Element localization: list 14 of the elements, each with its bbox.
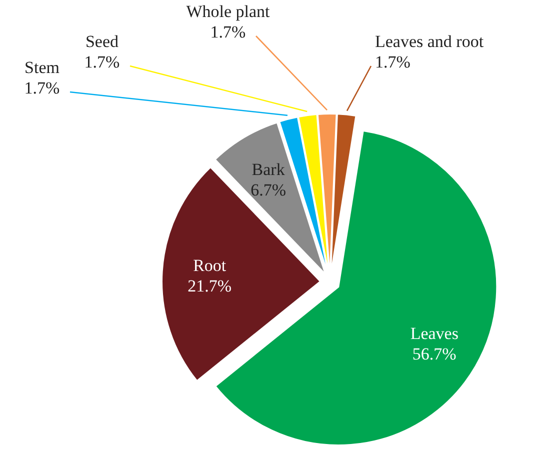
slice-label: Leaves and root — [375, 32, 484, 51]
slice-label: Bark — [252, 160, 286, 179]
data-label: 21.7% — [188, 276, 232, 296]
data-label: 6.7% — [250, 180, 286, 200]
slice-label: Root — [193, 256, 226, 275]
data-label: 1.7% — [84, 52, 120, 72]
slice-label: Whole plant — [186, 2, 270, 21]
data-label: 1.7% — [210, 22, 246, 42]
slice-label: Stem — [24, 58, 60, 77]
data-label: 56.7% — [412, 344, 456, 364]
data-label: 1.7% — [24, 78, 60, 98]
slice-label: Leaves — [410, 324, 458, 343]
slice-label: Seed — [85, 32, 120, 51]
data-label: 1.7% — [375, 52, 410, 72]
